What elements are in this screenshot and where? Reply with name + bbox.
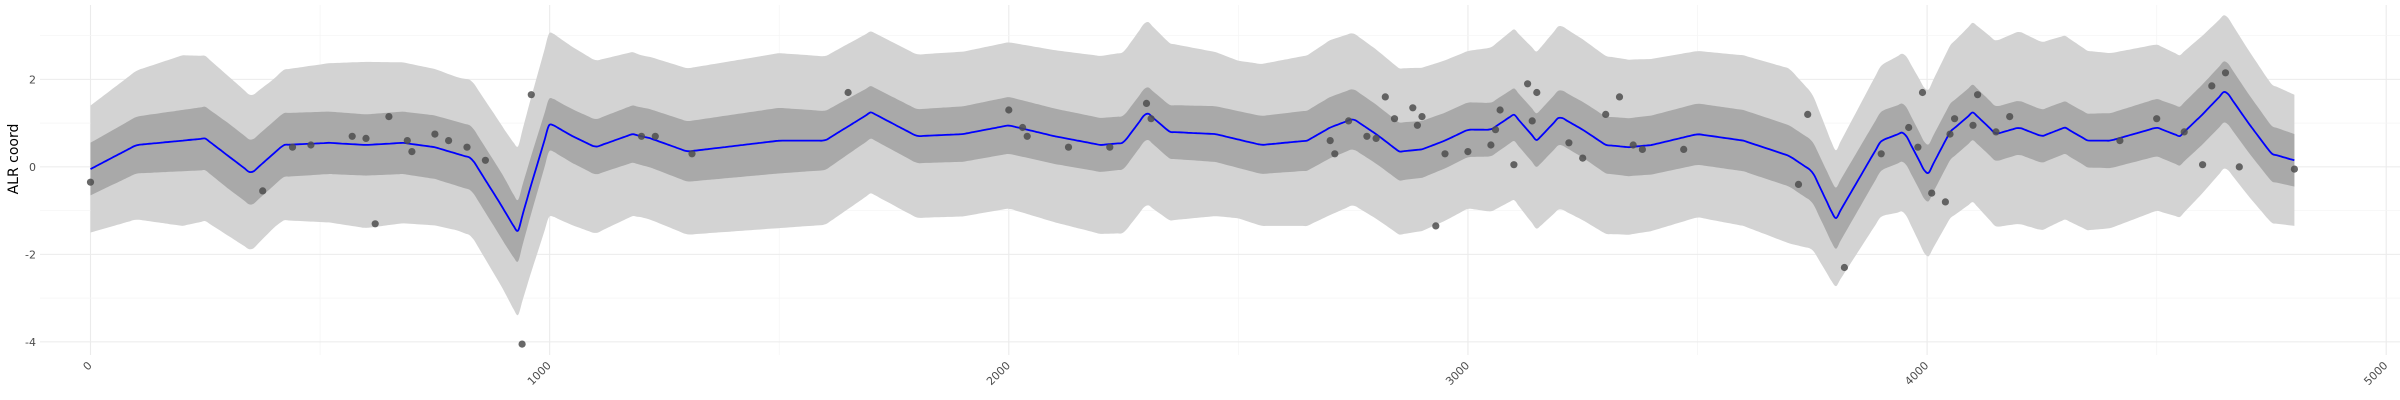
observation-point [1418, 113, 1426, 121]
observation-point [1918, 88, 1927, 97]
observation-point [1390, 115, 1399, 123]
observation-point [1528, 117, 1536, 125]
observation-point [481, 156, 489, 164]
observation-point [1946, 130, 1954, 138]
observation-point [1951, 115, 1959, 123]
observation-point [1969, 121, 1977, 129]
observation-point [288, 143, 297, 151]
observation-point [2221, 69, 2230, 77]
y-axis-tick-labels: -4 -2 0 2 [25, 73, 36, 349]
observation-point [1602, 110, 1610, 118]
observation-point [1794, 180, 1803, 188]
observation-point [1638, 145, 1646, 153]
observation-point [1840, 263, 1848, 272]
observation-point [371, 220, 379, 228]
observation-point [1432, 222, 1440, 230]
observation-point [1464, 148, 1472, 156]
observation-point [431, 130, 439, 138]
observation-point [1106, 143, 1114, 151]
observation-point [2235, 163, 2243, 171]
observation-point [1928, 189, 1936, 197]
observation-point [1023, 132, 1031, 140]
y-tick-label: 2 [29, 73, 36, 86]
observation-point [1005, 106, 1013, 114]
observation-point [2116, 137, 2124, 145]
observation-point [1381, 93, 1389, 101]
observation-point [348, 132, 356, 140]
outer-uncertainty-band [90, 15, 2295, 316]
observation-point [1142, 99, 1151, 107]
observation-point [1905, 123, 1913, 132]
observation-point [1487, 141, 1495, 149]
observation-point [2208, 82, 2216, 90]
observation-point [1363, 132, 1371, 140]
mean-line [90, 91, 2295, 232]
observation-point [307, 141, 315, 149]
y-axis-title: ALR coord [6, 124, 22, 195]
observation-point [1147, 115, 1155, 123]
observation-point [1877, 150, 1885, 158]
observation-point [1974, 91, 1982, 99]
y-tick-label: 0 [29, 161, 36, 174]
observation-point [1496, 106, 1504, 114]
observation-point [518, 340, 526, 348]
observation-point [445, 137, 453, 145]
observation-point [688, 150, 696, 158]
observation-point [1331, 150, 1339, 158]
observation-point [1804, 110, 1812, 118]
observation-point [2199, 161, 2207, 169]
observation-point [1372, 134, 1380, 142]
observation-point [1409, 104, 1417, 112]
observation-point [1533, 88, 1541, 97]
observation-point [1941, 198, 1949, 206]
y-tick-label: -2 [25, 248, 36, 261]
observation-point [1441, 150, 1449, 158]
observation-point [1064, 143, 1073, 151]
observation-point [1491, 126, 1500, 134]
observation-point [403, 137, 411, 145]
observation-point [86, 178, 95, 186]
observation-points [86, 69, 2298, 348]
observation-point [1524, 80, 1532, 88]
observation-point [1615, 93, 1624, 101]
observation-point [408, 148, 416, 156]
observation-point [1914, 143, 1922, 151]
inner-uncertainty-band [90, 61, 2295, 262]
observation-point [1326, 137, 1334, 145]
observation-point [2180, 128, 2188, 136]
y-tick-label: -4 [25, 336, 36, 349]
observation-point [463, 143, 471, 151]
observation-point [637, 132, 646, 140]
observation-point [259, 187, 267, 195]
observation-point [2006, 113, 2014, 121]
observation-point [2290, 165, 2298, 173]
observation-point [1579, 154, 1587, 162]
observation-point [1629, 141, 1637, 149]
observation-point [1345, 117, 1353, 125]
observation-point [1992, 128, 2000, 136]
observation-point [1680, 145, 1688, 153]
observation-point [2153, 115, 2161, 123]
observation-point [1510, 161, 1518, 169]
observation-point [1413, 121, 1421, 129]
observation-point [844, 88, 852, 97]
observation-point [1565, 139, 1573, 147]
observation-point [1019, 123, 1027, 132]
observation-point [527, 91, 535, 99]
observation-point [651, 132, 659, 140]
observation-point [385, 113, 393, 121]
observation-point [362, 134, 370, 142]
